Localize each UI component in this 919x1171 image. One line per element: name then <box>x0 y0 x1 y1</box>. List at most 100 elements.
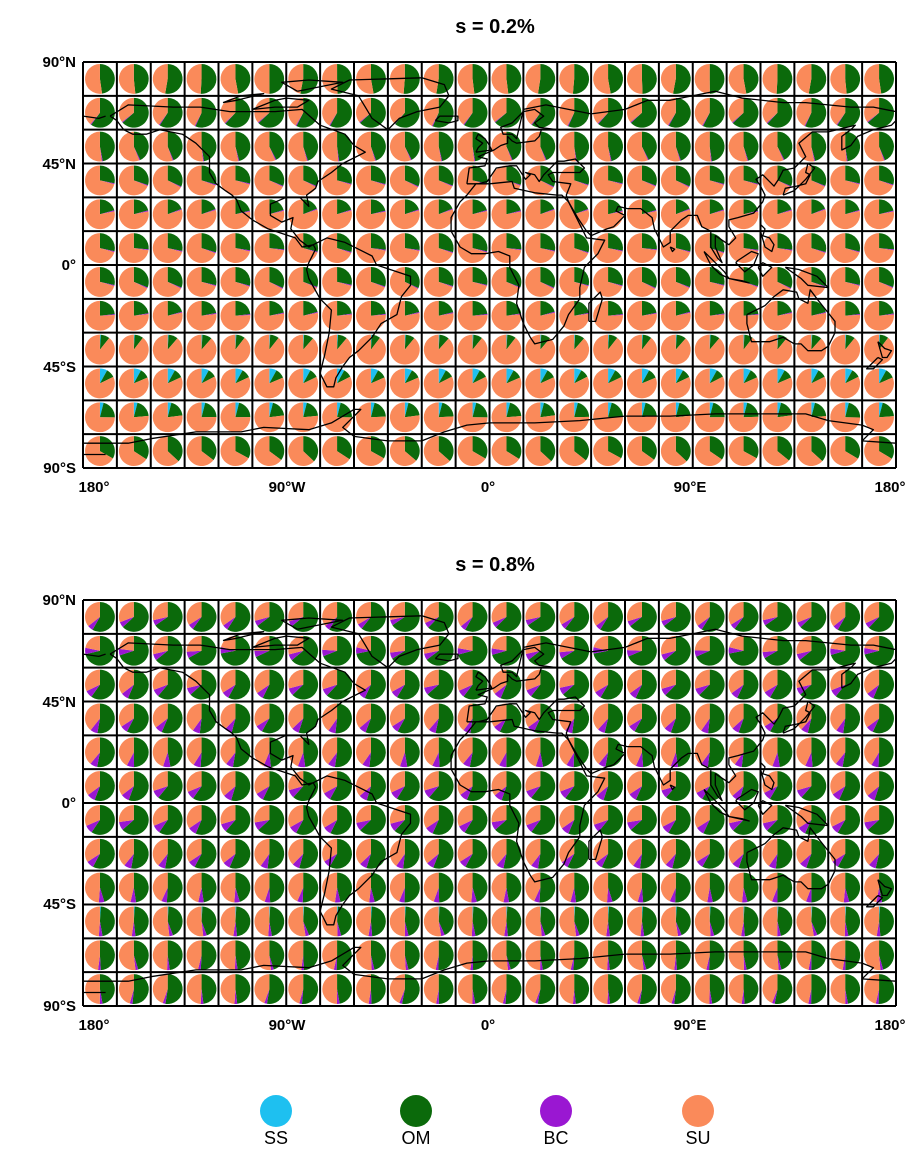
pie-slice-bc <box>167 921 173 937</box>
pie-cell <box>660 940 691 971</box>
pie-cell <box>830 974 861 1004</box>
pie-cell <box>593 199 623 230</box>
pie-cell <box>694 872 725 903</box>
pie-slice-bc <box>226 752 236 767</box>
pie-slice-om <box>635 771 657 802</box>
pie-slice-bc <box>504 921 508 937</box>
pie-slice-om <box>394 805 420 835</box>
pie-cell <box>457 635 488 666</box>
pie-slice-om <box>801 771 827 802</box>
pie-slice-bc <box>268 921 272 937</box>
coastline <box>82 115 106 120</box>
pie-slice-bc <box>472 210 488 215</box>
pie-cell <box>118 771 149 802</box>
pie-slice-ss <box>438 334 440 350</box>
pie-slice-om <box>337 906 352 936</box>
pie-slice-su <box>626 63 643 94</box>
pie-slice-su <box>390 940 406 971</box>
pie-slice-su <box>593 906 609 937</box>
pie-slice-bc <box>771 887 778 903</box>
pie-cell <box>356 199 386 230</box>
panel-title-bottom: s = 0.8% <box>455 554 535 576</box>
pie-slice-om <box>267 838 285 869</box>
pie-slice-om <box>506 436 522 459</box>
pie-slice-om <box>708 703 725 734</box>
xtick-90e-bottom: 90°E <box>673 1017 707 1034</box>
pie-cell <box>152 334 183 365</box>
pie-slice-su <box>762 165 791 196</box>
pie-slice-om <box>235 370 249 384</box>
pie-cell <box>830 165 861 196</box>
pie-slice-su <box>864 737 880 766</box>
pie-slice-om <box>438 940 454 971</box>
pie-cell <box>85 63 115 94</box>
pie-slice-bc <box>627 616 642 627</box>
pie-slice-om <box>94 771 115 802</box>
pie-slice-om <box>531 805 556 835</box>
pie-slice-su <box>796 602 812 623</box>
pie-slice-su <box>694 97 710 126</box>
pie-cell <box>423 233 454 264</box>
pie-slice-om <box>132 974 149 1005</box>
pie-slice-om <box>664 635 691 666</box>
pie-cell <box>457 64 488 94</box>
pie-slice-om <box>879 402 894 418</box>
pie-slice-om <box>167 370 182 384</box>
pie-slice-om <box>161 703 183 734</box>
pie-slice-om <box>506 300 522 316</box>
pie-slice-om <box>739 771 759 802</box>
pie-slice-om <box>97 737 115 768</box>
pie-slice-om <box>303 165 319 187</box>
pie-slice-om <box>465 602 488 632</box>
pie-slice-om <box>133 300 149 316</box>
pie-cell <box>593 300 623 331</box>
pie-slice-om <box>531 771 556 802</box>
pie-cell <box>491 436 522 467</box>
coastline <box>450 718 606 883</box>
pie-slice-bc <box>390 650 405 659</box>
pie-cell <box>660 267 691 297</box>
pie-slice-su <box>186 402 217 433</box>
pie-slice-om <box>99 906 115 937</box>
pie-cell <box>559 267 590 297</box>
pie-slice-om <box>879 63 895 94</box>
pie-cell <box>457 737 488 768</box>
xtick-0-top: 0° <box>480 479 496 496</box>
pie-slice-om <box>303 199 317 215</box>
pie-slice-su <box>85 97 100 125</box>
pie-slice-om <box>330 97 352 128</box>
pie-slice-om <box>873 669 894 700</box>
pie-slice-ss <box>167 402 172 418</box>
pie-slice-bc <box>596 616 609 630</box>
pie-slice-om <box>608 64 623 94</box>
pie-slice-su <box>186 368 217 399</box>
pie-cell <box>525 906 556 937</box>
pie-slice-om <box>709 131 725 162</box>
pie-slice-su <box>220 436 249 467</box>
pie-cell <box>389 436 420 467</box>
pie-slice-om <box>99 872 115 902</box>
pie-cell <box>593 97 623 128</box>
pie-slice-om <box>235 233 251 251</box>
pie-slice-su <box>457 436 486 467</box>
pie-slice-ss <box>506 402 511 418</box>
pie-slice-su <box>254 233 285 264</box>
pie-slice-om <box>540 199 555 215</box>
pie-cell <box>762 97 793 128</box>
pie-cell <box>254 737 285 768</box>
pie-slice-om <box>709 165 725 185</box>
pie-slice-bc <box>641 248 657 251</box>
pie-cell <box>627 906 657 937</box>
pie-slice-su <box>85 63 103 94</box>
pie-slice-bc <box>359 112 371 123</box>
pie-slice-om <box>540 940 556 970</box>
pie-cell <box>525 940 556 971</box>
pie-slice-om <box>811 436 827 462</box>
pie-slice-bc <box>675 921 682 937</box>
pie-cell <box>593 974 623 1004</box>
pie-slice-om <box>537 974 556 1005</box>
pie-cell <box>593 737 623 768</box>
pie-slice-su <box>288 872 304 902</box>
pie-slice-bc <box>428 718 439 734</box>
pie-slice-bc <box>743 180 759 185</box>
